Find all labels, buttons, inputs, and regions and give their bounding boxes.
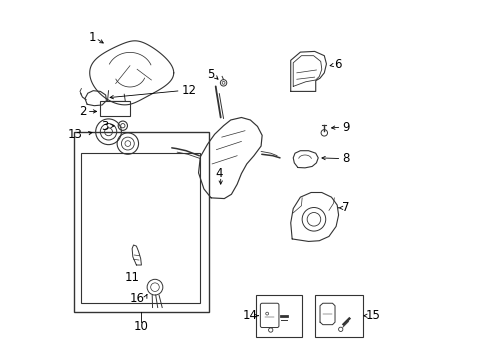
Text: 7: 7 (342, 201, 350, 214)
Text: 16: 16 (130, 292, 145, 305)
Text: 10: 10 (134, 320, 149, 333)
Bar (100, 102, 130, 116)
Text: 13: 13 (68, 128, 82, 141)
Text: 14: 14 (243, 309, 258, 322)
Text: 1: 1 (88, 31, 96, 44)
Text: 6: 6 (334, 58, 342, 72)
Text: 11: 11 (125, 271, 140, 284)
Bar (81, 153, 200, 303)
Text: 8: 8 (342, 152, 349, 165)
Text: 15: 15 (366, 309, 381, 322)
Text: 2: 2 (79, 105, 86, 118)
Text: 4: 4 (216, 167, 223, 180)
Bar (315, 295, 363, 337)
Text: 5: 5 (207, 68, 215, 81)
Bar (256, 295, 302, 337)
Bar (74, 132, 209, 312)
Text: 12: 12 (181, 84, 196, 97)
Text: 3: 3 (101, 120, 109, 133)
Text: 9: 9 (342, 121, 350, 134)
